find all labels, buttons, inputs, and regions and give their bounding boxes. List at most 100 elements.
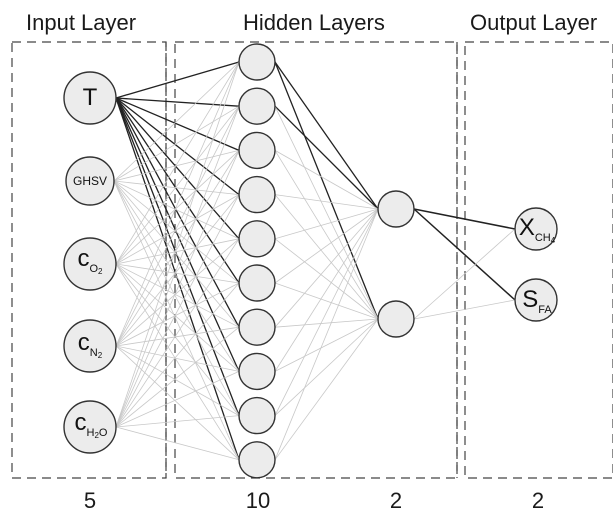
edge-h21-out0: [413, 228, 516, 320]
edge-in2-h7: [115, 263, 240, 372]
edge-h3-h21: [274, 194, 379, 320]
edge-in0-h5: [115, 97, 240, 284]
edge-h5-h20: [274, 208, 379, 284]
input-node-3: [63, 319, 117, 373]
hidden2-count: 2: [389, 488, 403, 513]
edge-in1-h1: [113, 105, 240, 182]
hidden1-node-8: [238, 396, 276, 435]
input-label-co2: cO2: [77, 245, 103, 276]
input-node-0: [63, 71, 117, 125]
input-node-2: [63, 237, 117, 291]
edge-h6-h21: [274, 318, 379, 328]
edge-h2-h21: [274, 150, 379, 320]
edge-in2-h8: [115, 263, 240, 416]
edge-in1-h7: [113, 180, 240, 372]
edge-h20-out0: [413, 208, 516, 230]
hidden1-node-5: [238, 264, 276, 302]
edge-in0-h3: [115, 97, 240, 196]
edge-in0-h0: [115, 61, 240, 99]
edge-in3-h0: [115, 61, 240, 347]
input-node-4: [63, 400, 117, 454]
hidden1-node-3: [238, 175, 276, 214]
edge-h8-h21: [274, 318, 379, 416]
edge-in1-h6: [113, 180, 240, 328]
edge-in0-h7: [115, 97, 240, 372]
edge-in3-h2: [115, 150, 240, 347]
edge-in2-h3: [115, 194, 240, 265]
edge-in2-h1: [115, 105, 240, 265]
output-node-1: [514, 278, 558, 322]
edge-in4-h1: [115, 106, 240, 428]
input-label-cn2: cN2: [77, 329, 103, 360]
input-count: 5: [83, 488, 97, 513]
edge-in4-h5: [115, 282, 240, 428]
edge-in2-h4: [115, 238, 240, 265]
edge-in3-h7: [115, 345, 240, 372]
edge-in3-h4: [115, 238, 240, 347]
edge-in0-h9: [115, 97, 240, 461]
output-layer-title: Output Layer: [470, 10, 598, 35]
edge-in3-h1: [115, 106, 240, 347]
output-label-xch4: XCH4: [518, 214, 556, 245]
edge-in3-h6: [115, 326, 240, 347]
edge-in4-h3: [115, 194, 240, 428]
edge-h1-h20: [274, 105, 379, 210]
edge-in2-h0: [115, 61, 240, 265]
edge-h3-h20: [274, 194, 379, 210]
hidden-layers-title: Hidden Layers: [243, 10, 385, 35]
edge-in1-h0: [113, 61, 240, 182]
output-node-0: [514, 207, 558, 251]
hidden1-node-2: [238, 131, 276, 170]
edge-in1-h5: [113, 180, 240, 284]
output-count: 2: [531, 488, 545, 513]
input-label-ghsv: GHSV: [72, 174, 107, 188]
edge-in0-h2: [115, 97, 240, 151]
edge-in4-h4: [115, 238, 240, 428]
edge-h4-h21: [274, 238, 379, 320]
edge-in2-h5: [115, 263, 240, 284]
edge-in3-h5: [115, 282, 240, 347]
edge-in3-h3: [115, 194, 240, 347]
edge-in2-h6: [115, 263, 240, 328]
edge-in2-h9: [115, 263, 240, 461]
edge-in3-h8: [115, 345, 240, 416]
edge-in4-h9: [115, 426, 240, 461]
hidden1-node-7: [238, 352, 276, 391]
edge-in4-h2: [115, 150, 240, 428]
hidden1-node-1: [238, 87, 276, 125]
input-layer-box: [11, 41, 167, 479]
edge-in4-h0: [115, 61, 240, 428]
edge-h7-h21: [274, 318, 379, 372]
edge-h20-out1: [413, 208, 516, 301]
hidden2-node-1: [377, 300, 415, 338]
edge-h9-h20: [274, 208, 379, 460]
edge-in1-h8: [113, 180, 240, 416]
hidden2-node-0: [377, 190, 415, 228]
hidden1-node-9: [238, 441, 276, 479]
input-label-ch2o: cH2O: [74, 409, 108, 440]
edge-h21-out1: [413, 299, 516, 320]
edge-h4-h20: [274, 208, 379, 240]
input-node-1: [65, 156, 115, 206]
edge-h6-h20: [274, 208, 379, 328]
edge-in0-h4: [115, 97, 240, 240]
edge-in0-h6: [115, 97, 240, 328]
hidden1-node-4: [238, 220, 276, 258]
edge-in1-h4: [113, 180, 240, 240]
edge-h8-h20: [274, 208, 379, 416]
edge-in0-h1: [115, 97, 240, 107]
hidden-layers-box: [174, 41, 458, 479]
hidden1-node-6: [238, 308, 276, 346]
edge-in1-h2: [113, 150, 240, 182]
output-layer-box: [464, 41, 613, 479]
edge-h0-h21: [274, 61, 379, 320]
edge-h9-h21: [274, 318, 379, 461]
hidden1-count: 10: [245, 488, 271, 513]
input-layer-title: Input Layer: [26, 10, 137, 35]
edge-h1-h21: [274, 106, 379, 320]
edge-in3-h9: [115, 345, 240, 461]
edge-in4-h8: [115, 415, 240, 428]
edge-in4-h7: [115, 371, 240, 428]
